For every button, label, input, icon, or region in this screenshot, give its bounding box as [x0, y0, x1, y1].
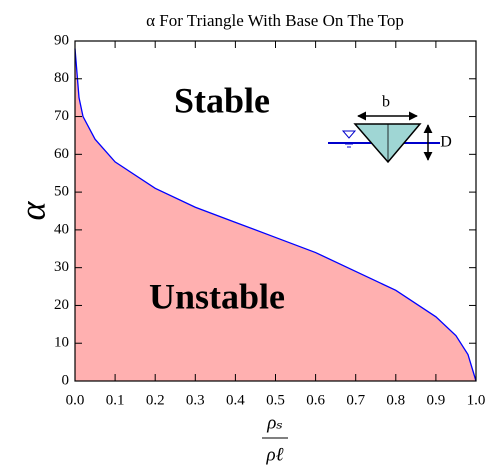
y-tick-label: 70	[54, 108, 69, 124]
y-tick-label: 20	[54, 297, 69, 313]
y-tick-label: 0	[62, 372, 70, 388]
x-tick-label: 0.1	[106, 392, 125, 408]
x-tick-label: 0.6	[306, 392, 325, 408]
x-tick-label: 0.8	[386, 392, 405, 408]
y-tick-label: 50	[54, 184, 69, 200]
x-tick-label: 0.0	[66, 392, 85, 408]
x-tick-label: 0.9	[427, 392, 446, 408]
area-fill	[75, 48, 476, 382]
y-tick-label: 10	[54, 335, 69, 351]
y-tick-label: 60	[54, 146, 69, 162]
y-tick-label: 80	[54, 70, 69, 86]
y-axis-label: α	[12, 200, 52, 220]
inset-width-label: b	[382, 94, 390, 111]
x-tick-label: 0.4	[226, 392, 245, 408]
chart-title: α For Triangle With Base On The Top	[146, 11, 404, 30]
x-tick-label: 1.0	[467, 392, 486, 408]
inset-depth-label: D	[440, 134, 452, 151]
x-tick-label: 0.7	[346, 392, 365, 408]
x-tick-label: 0.2	[146, 392, 165, 408]
annotation: Stable	[174, 80, 270, 120]
x-label-denominator: ρℓ	[265, 444, 283, 465]
y-tick-label: 30	[54, 259, 69, 275]
inset-diagram: b D	[328, 94, 452, 164]
x-label-numerator: ρₛ	[266, 412, 283, 433]
y-tick-label: 40	[54, 221, 69, 237]
x-tick-label: 0.3	[186, 392, 205, 408]
x-tick-label: 0.5	[266, 392, 285, 408]
plot-area: 0 10 20 30 40 50 60 70 80 90 0.0 0.1 0.2 0.3 0.4 0.5 0.6…	[54, 32, 485, 408]
y-tick-label: 90	[54, 32, 69, 48]
curve	[74, 48, 477, 382]
annotation: Unstable	[149, 276, 285, 316]
